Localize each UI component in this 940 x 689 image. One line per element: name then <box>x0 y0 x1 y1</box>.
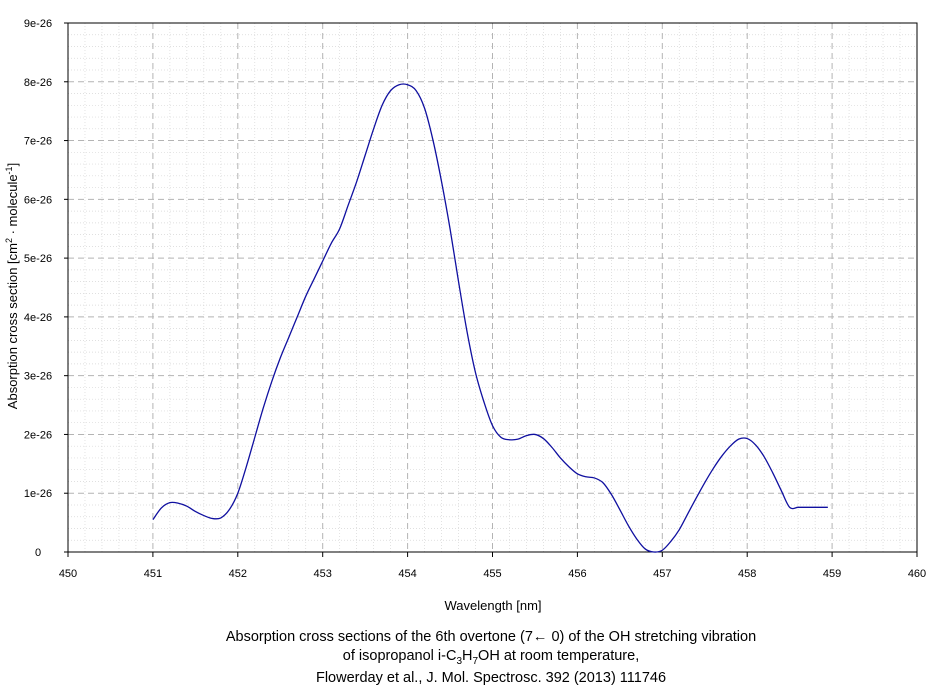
y-axis-title-middle: · molecule <box>5 174 20 238</box>
x-tick-label: 458 <box>738 568 756 580</box>
x-tick-label: 456 <box>568 568 586 580</box>
y-tick-label: 7e-26 <box>24 136 52 148</box>
x-tick-label: 450 <box>59 568 77 580</box>
y-tick-label: 0 <box>35 547 41 559</box>
y-axis-title: Absorption cross section [cm2 · molecule… <box>4 163 20 409</box>
y-axis-title-suffix: ] <box>5 163 20 167</box>
x-tick-label: 457 <box>653 568 671 580</box>
x-tick-label: 451 <box>144 568 162 580</box>
y-tick-label: 9e-26 <box>24 18 52 30</box>
y-tick-label: 5e-26 <box>24 253 52 265</box>
x-tick-label: 452 <box>229 568 247 580</box>
y-tick-label: 3e-26 <box>24 371 52 383</box>
x-tick-label: 453 <box>314 568 332 580</box>
major-grid <box>68 23 917 552</box>
caption-line-2-sub2: 7 <box>472 656 478 667</box>
y-tick-label: 6e-26 <box>24 194 52 206</box>
caption-line-2: of isopropanol i-C3H7OH at room temperat… <box>343 648 639 667</box>
x-tick-label: 454 <box>398 568 416 580</box>
x-axis-title: Wavelength [nm] <box>444 598 541 613</box>
y-axis-ticks: 0 1e-26 2e-26 3e-26 4e-26 5e-26 6e-26 7e-26 8e-2… <box>24 18 68 559</box>
x-axis-ticks: 450 451 452 453 454 455 456 457 458 459 460 <box>59 552 926 580</box>
y-axis-title-prefix: Absorption cross section [cm <box>5 243 20 409</box>
x-tick-label: 460 <box>908 568 926 580</box>
y-tick-label: 4e-26 <box>24 312 52 324</box>
caption-line-2-sub1: 3 <box>456 656 462 667</box>
caption-line-2-prefix: of isopropanol i-C <box>343 648 457 664</box>
caption-line-1: Absorption cross sections of the 6th ove… <box>226 629 756 645</box>
caption-line-2-mid: H <box>462 648 472 664</box>
x-tick-label: 455 <box>483 568 501 580</box>
caption-line-3: Flowerday et al., J. Mol. Spectrosc. 392… <box>316 670 666 686</box>
minor-grid <box>68 23 917 552</box>
y-tick-label: 8e-26 <box>24 77 52 89</box>
x-tick-label: 459 <box>823 568 841 580</box>
y-tick-label: 1e-26 <box>24 488 52 500</box>
caption-line-2-suffix: OH at room temperature, <box>478 648 639 664</box>
absorption-series-line <box>152 83 828 553</box>
y-axis-title-sup2: -1 <box>4 166 14 174</box>
y-axis-title-sup1: 2 <box>4 238 14 243</box>
y-tick-label: 2e-26 <box>24 429 52 441</box>
